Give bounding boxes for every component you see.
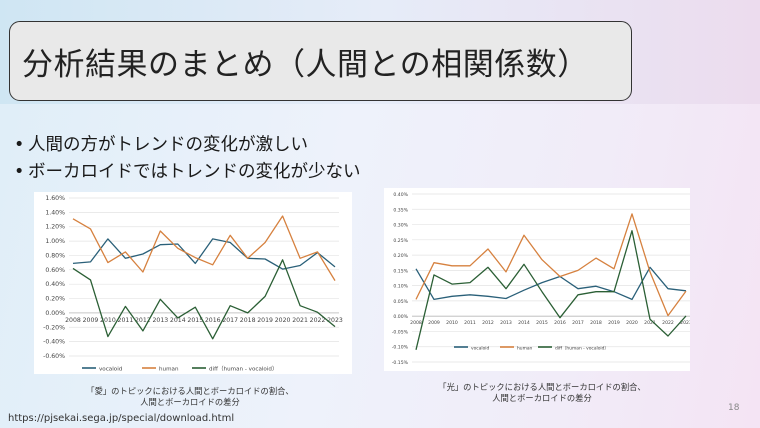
legend-entry: diff（human - vocaloid） <box>209 365 278 372</box>
x-tick-label: 2016 <box>205 317 221 324</box>
x-tick-label: 2013 <box>500 320 512 326</box>
caption-love: 「愛」のトピックにおける人間とボーカロイドの割合、 人間とボーカロイドの差分 <box>62 386 318 408</box>
y-tick-label: -0.40% <box>43 339 65 346</box>
y-tick-label: 0.00% <box>393 314 408 320</box>
bullet-item: • ボーカロイドではトレンドの変化が少ない <box>14 159 361 186</box>
series-line-human <box>72 215 336 281</box>
x-tick-label: 2023 <box>680 320 690 326</box>
bullet-text: 人間の方がトレンドの変化が激しい <box>28 135 308 155</box>
y-tick-label: 0.00% <box>45 310 65 317</box>
series-line-human <box>415 213 687 317</box>
x-tick-label: 2011 <box>464 320 476 326</box>
y-tick-label: 0.15% <box>393 268 408 274</box>
x-tick-label: 2021 <box>292 317 308 324</box>
x-tick-label: 2011 <box>118 317 134 324</box>
y-tick-label: 0.10% <box>393 284 408 290</box>
y-tick-label: 1.60% <box>45 195 65 202</box>
chart-love-topic: 1.60% 1.40% 1.20% 1.00% 0.80% 0.60% 0.40% 0.20%… <box>34 192 352 374</box>
y-tick-label: -0.60% <box>43 353 65 360</box>
caption-line: 「光」のトピックにおける人間とボーカロイドの割合、 <box>438 382 646 392</box>
y-tick-label: 0.20% <box>45 296 65 303</box>
y-tick-label: 0.20% <box>393 253 408 259</box>
y-tick-label: -0.10% <box>392 345 409 351</box>
x-tick-label: 2014 <box>170 317 186 324</box>
y-tick-label: 0.40% <box>45 281 65 288</box>
x-tick-label: 2020 <box>275 317 291 324</box>
y-tick-label: 0.40% <box>393 192 408 198</box>
x-tick-label: 2018 <box>590 320 602 326</box>
bullet-dot-icon: • <box>14 135 25 155</box>
x-tick-label: 2012 <box>135 317 151 324</box>
chart-light-topic: 0.40% 0.35% 0.30% 0.25% 0.20% 0.15% 0.10% 0.05%… <box>384 188 692 371</box>
y-tick-label: 0.05% <box>393 299 408 305</box>
x-tick-label: 2017 <box>222 317 238 324</box>
x-tick-label: 2015 <box>536 320 548 326</box>
caption-line: 人間とボーカロイドの差分 <box>140 397 240 407</box>
chart-love-svg: 1.60% 1.40% 1.20% 1.00% 0.80% 0.60% 0.40% 0.20%… <box>43 195 343 372</box>
x-tick-label: 2020 <box>626 320 638 326</box>
title-box: 分析結果のまとめ（人間との相関係数） <box>9 21 632 101</box>
bullet-item: • 人間の方がトレンドの変化が激しい <box>14 132 361 159</box>
y-tick-label: 0.80% <box>45 252 65 259</box>
x-tick-label: 2010 <box>100 317 116 324</box>
y-tick-label: -0.15% <box>392 360 409 366</box>
x-tick-label: 2019 <box>608 320 620 326</box>
y-tick-label: -0.05% <box>392 329 409 335</box>
x-tick-label: 2014 <box>518 320 530 326</box>
x-tick-label: 2018 <box>240 317 256 324</box>
caption-line: 「愛」のトピックにおける人間とボーカロイドの割合、 <box>86 386 294 396</box>
y-tick-label: 0.35% <box>393 207 408 213</box>
legend-entry: human <box>517 345 533 351</box>
bullet-dot-icon: • <box>14 162 25 182</box>
y-tick-label: 1.00% <box>45 238 65 245</box>
chart-light-svg: 0.40% 0.35% 0.30% 0.25% 0.20% 0.15% 0.10% 0.05%… <box>392 192 692 366</box>
x-tick-label: 2022 <box>662 320 674 326</box>
x-tick-label: 2012 <box>482 320 494 326</box>
legend-entry: human <box>159 366 179 372</box>
legend-entry: vocaloid <box>471 345 490 351</box>
y-tick-label: 1.40% <box>45 209 65 216</box>
x-tick-label: 2019 <box>257 317 273 324</box>
page-number: 18 <box>728 403 740 413</box>
series-line-vocaloid <box>72 238 336 270</box>
y-tick-label: 1.20% <box>45 224 65 231</box>
caption-light: 「光」のトピックにおける人間とボーカロイドの割合、 人間とボーカロイドの差分 <box>418 382 666 404</box>
x-tick-label: 2015 <box>187 317 203 324</box>
footer-url[interactable]: https://pjsekai.sega.jp/special/download… <box>8 413 235 424</box>
y-tick-label: 0.30% <box>393 223 408 229</box>
x-tick-label: 2013 <box>152 317 168 324</box>
series-line-diff <box>415 230 687 350</box>
x-tick-label: 2023 <box>327 317 343 324</box>
x-tick-label: 2008 <box>65 317 81 324</box>
y-tick-label: 0.25% <box>393 238 408 244</box>
y-tick-label: 0.60% <box>45 267 65 274</box>
series-line-diff <box>72 259 336 340</box>
caption-line: 人間とボーカロイドの差分 <box>492 393 592 403</box>
x-tick-label: 2009 <box>83 317 99 324</box>
page-title: 分析結果のまとめ（人間との相関係数） <box>22 46 589 83</box>
bullet-text: ボーカロイドではトレンドの変化が少ない <box>28 162 361 182</box>
bullet-list: • 人間の方がトレンドの変化が激しい • ボーカロイドではトレンドの変化が少ない <box>14 132 361 186</box>
y-tick-label: -0.20% <box>43 324 65 331</box>
series-line-vocaloid <box>415 266 687 301</box>
x-tick-label: 2010 <box>446 320 458 326</box>
x-tick-label: 2017 <box>572 320 584 326</box>
legend-entry: diff（human - vocaloid） <box>555 345 609 351</box>
x-tick-label: 2016 <box>554 320 566 326</box>
x-tick-label: 2008 <box>410 320 422 326</box>
x-tick-label: 2009 <box>428 320 440 326</box>
legend-entry: vocaloid <box>99 366 123 372</box>
x-tick-label: 2021 <box>644 320 656 326</box>
x-tick-label: 2022 <box>310 317 326 324</box>
